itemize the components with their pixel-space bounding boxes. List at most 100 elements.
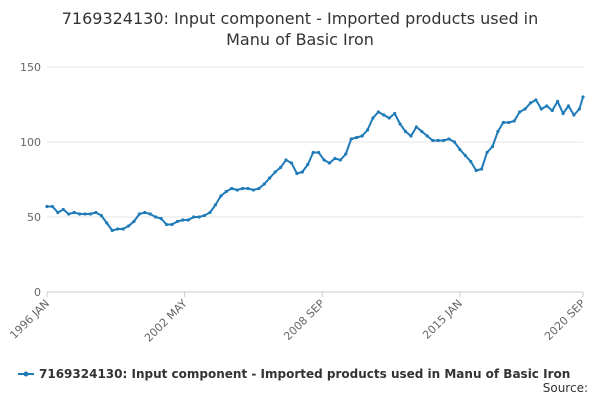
point	[317, 150, 321, 155]
point	[61, 207, 65, 212]
point	[365, 128, 370, 132]
point	[186, 218, 190, 222]
point	[507, 120, 511, 125]
point	[246, 186, 250, 191]
point	[208, 210, 212, 215]
point	[550, 108, 554, 113]
point	[132, 219, 136, 224]
point	[581, 95, 585, 99]
point	[116, 227, 120, 231]
point	[349, 137, 353, 141]
y-tick-label: 150	[20, 61, 41, 74]
point	[572, 113, 576, 117]
point	[105, 221, 109, 225]
x-tick-label: 2008 SEP	[281, 297, 327, 343]
point	[355, 135, 359, 140]
point	[376, 110, 380, 114]
series-line	[47, 96, 584, 232]
point	[414, 125, 419, 129]
point	[458, 147, 462, 152]
point	[528, 101, 533, 105]
point	[566, 104, 571, 108]
point	[474, 168, 478, 173]
point	[518, 110, 522, 114]
point	[452, 140, 457, 144]
point	[490, 144, 495, 149]
point	[240, 186, 245, 191]
point	[327, 161, 332, 165]
chart-title: Manu of Basic Iron	[226, 30, 374, 49]
point	[110, 228, 114, 233]
point	[485, 150, 489, 155]
point	[577, 107, 581, 111]
point	[50, 204, 55, 209]
point	[545, 104, 549, 108]
y-tick-label: 50	[27, 211, 41, 224]
point	[197, 215, 201, 219]
legend-swatch	[23, 371, 29, 377]
point	[311, 150, 315, 155]
point	[420, 129, 424, 134]
point	[175, 219, 179, 224]
x-tick-label: 2015 JAN	[420, 297, 465, 342]
point	[289, 161, 294, 165]
point	[45, 204, 49, 209]
point	[393, 111, 397, 116]
point	[561, 111, 565, 116]
point	[387, 116, 391, 120]
point	[202, 213, 207, 218]
point	[539, 107, 543, 111]
point	[121, 227, 125, 231]
point	[300, 170, 304, 174]
point	[99, 213, 103, 218]
point	[425, 134, 429, 138]
point	[170, 222, 174, 227]
point	[56, 210, 60, 215]
point	[164, 222, 169, 227]
point	[284, 158, 288, 162]
point	[360, 134, 364, 138]
point	[148, 212, 152, 216]
point	[333, 156, 337, 161]
point	[496, 129, 500, 134]
point	[469, 159, 473, 164]
point	[306, 162, 310, 167]
point	[523, 107, 527, 111]
point	[322, 158, 326, 162]
point	[67, 212, 71, 216]
x-tick-label: 1996 JAN	[7, 297, 52, 342]
point	[235, 188, 239, 192]
point	[192, 215, 196, 219]
source: Source:	[543, 381, 588, 395]
point	[403, 129, 408, 134]
point	[371, 116, 375, 120]
point	[382, 113, 386, 117]
y-tick-label: 100	[20, 136, 41, 149]
point	[409, 134, 413, 138]
point	[77, 212, 82, 216]
point	[213, 203, 218, 207]
point	[224, 189, 228, 194]
point	[72, 210, 76, 215]
x-tick-label: 2002 MAY	[142, 297, 190, 345]
point	[534, 98, 538, 102]
point	[126, 224, 131, 228]
point	[154, 215, 158, 219]
point	[159, 216, 163, 221]
point	[137, 212, 141, 216]
point	[181, 218, 185, 222]
point	[398, 122, 402, 126]
point	[230, 186, 234, 191]
point	[436, 138, 440, 143]
point	[295, 171, 299, 176]
point	[501, 120, 505, 125]
chart-title: 7169324130: Input component - Imported p…	[62, 9, 539, 28]
point	[268, 176, 272, 180]
point	[463, 153, 467, 158]
point	[94, 210, 98, 215]
point	[344, 152, 348, 156]
point	[278, 165, 283, 170]
point	[262, 182, 266, 186]
point	[431, 138, 435, 143]
